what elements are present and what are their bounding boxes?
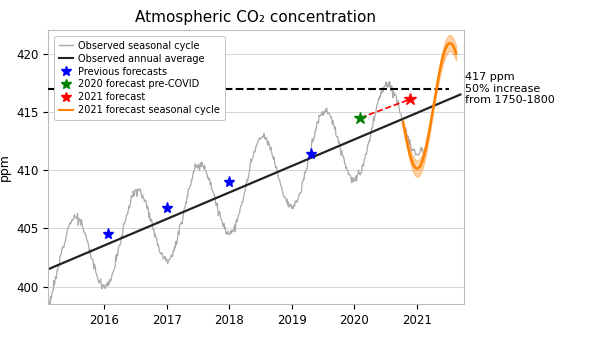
Title: Atmospheric CO₂ concentration: Atmospheric CO₂ concentration bbox=[135, 10, 376, 25]
Legend: Observed seasonal cycle, Observed annual average, Previous forecasts, 2020 forec: Observed seasonal cycle, Observed annual… bbox=[54, 36, 225, 120]
Text: 417 ppm
50% increase
from 1750-1800: 417 ppm 50% increase from 1750-1800 bbox=[465, 72, 554, 105]
Y-axis label: ppm: ppm bbox=[0, 153, 10, 181]
